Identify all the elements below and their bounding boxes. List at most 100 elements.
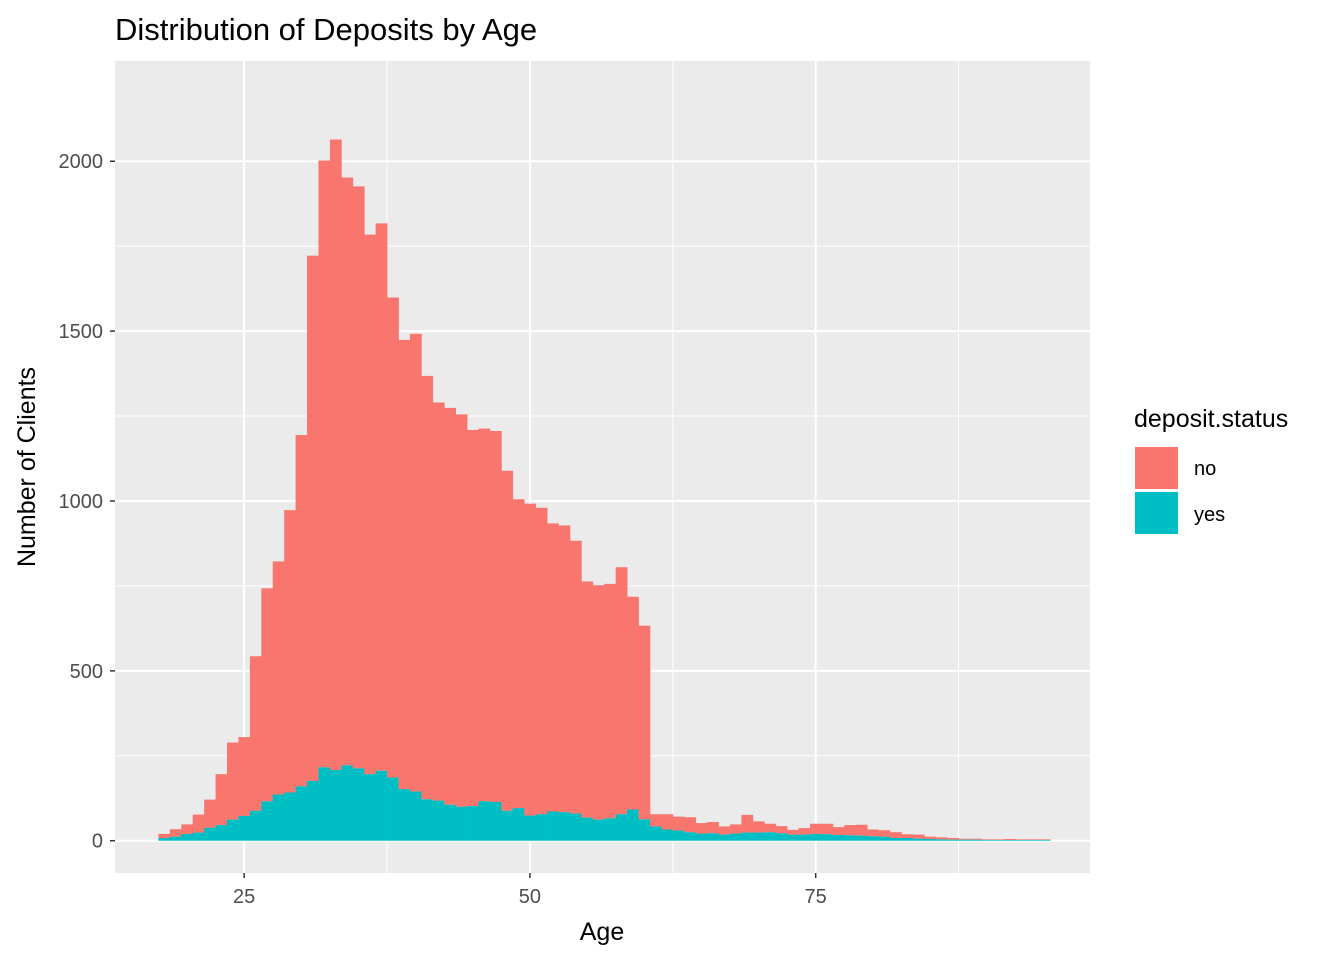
- bar-no-age-43: [444, 407, 457, 805]
- bar-yes-age-74: [798, 834, 811, 841]
- bar-yes-age-34: [341, 765, 354, 841]
- bar-yes-age-61: [649, 826, 662, 841]
- bar-no-age-25: [238, 737, 251, 816]
- x-axis-title: Age: [580, 918, 624, 946]
- bar-no-age-32: [318, 160, 331, 768]
- bar-yes-age-84: [912, 838, 925, 841]
- bar-no-age-18: [158, 833, 171, 839]
- bar-yes-age-31: [307, 780, 319, 841]
- bar-yes-age-53: [558, 812, 571, 841]
- bar-yes-age-22: [204, 827, 216, 841]
- bar-yes-age-70: [752, 832, 765, 841]
- bar-yes-age-71: [764, 832, 777, 841]
- bar-no-age-46: [478, 428, 491, 802]
- bar-no-age-78: [844, 825, 857, 836]
- bar-yes-age-23: [215, 825, 228, 841]
- bar-yes-age-81: [878, 836, 891, 841]
- bar-no-age-95: [1038, 839, 1051, 841]
- bar-no-age-81: [878, 830, 891, 837]
- bar-no-age-85: [924, 836, 937, 840]
- bar-yes-age-60: [638, 819, 651, 841]
- bar-no-age-75: [809, 823, 822, 834]
- bar-no-age-22: [204, 799, 216, 828]
- y-axis: 0 500 1000 1500 2000: [59, 151, 115, 853]
- bar-yes-age-39: [398, 789, 411, 841]
- bar-no-age-63: [672, 816, 685, 831]
- bar-no-age-27: [261, 588, 274, 802]
- bar-yes-age-21: [192, 832, 205, 841]
- bar-yes-age-64: [684, 832, 697, 841]
- bar-no-age-34: [341, 177, 354, 766]
- bar-no-age-44: [455, 414, 468, 807]
- bar-yes-age-46: [478, 801, 491, 841]
- bar-yes-age-57: [604, 818, 617, 841]
- bar-yes-age-73: [787, 834, 799, 841]
- bar-no-age-93: [1015, 839, 1028, 841]
- bar-yes-age-58: [615, 814, 628, 841]
- bar-yes-age-94: [1027, 840, 1039, 841]
- bar-yes-age-35: [352, 768, 365, 841]
- bar-no-age-68: [729, 824, 742, 834]
- bar-yes-age-62: [661, 829, 674, 841]
- bar-yes-age-51: [535, 814, 548, 841]
- bar-no-age-65: [695, 823, 708, 834]
- bar-yes-age-67: [718, 834, 731, 841]
- bar-yes-age-33: [329, 770, 342, 841]
- bar-no-age-29: [284, 510, 296, 793]
- bar-no-age-26: [249, 656, 262, 811]
- bar-yes-age-92: [1004, 840, 1017, 841]
- bar-no-age-49: [512, 499, 525, 809]
- bar-no-age-66: [707, 822, 719, 834]
- bar-yes-age-63: [672, 830, 685, 841]
- legend-swatch-no: [1133, 445, 1180, 491]
- bar-no-age-40: [409, 333, 422, 792]
- bar-no-age-45: [467, 429, 479, 807]
- bar-yes-age-18: [158, 838, 171, 841]
- bar-yes-age-52: [547, 811, 559, 841]
- bar-yes-age-66: [707, 833, 719, 841]
- bar-yes-age-87: [947, 839, 959, 841]
- bar-yes-age-85: [924, 839, 937, 841]
- bar-no-age-47: [489, 430, 502, 802]
- bar-no-age-82: [889, 832, 902, 839]
- bar-no-age-90: [981, 839, 994, 841]
- legend-label-no: no: [1194, 458, 1216, 480]
- bar-no-age-79: [855, 824, 868, 836]
- bar-yes-age-72: [775, 833, 788, 841]
- y-tick-label: 1500: [59, 321, 104, 343]
- bar-no-age-35: [352, 186, 365, 769]
- bar-no-age-69: [741, 814, 754, 833]
- bar-no-age-42: [432, 402, 445, 801]
- bar-no-age-48: [501, 470, 514, 811]
- bar-no-age-21: [192, 814, 205, 833]
- bar-no-age-57: [604, 583, 617, 819]
- legend-label-yes: yes: [1194, 504, 1225, 526]
- bar-no-age-55: [581, 581, 594, 818]
- bar-yes-age-75: [809, 833, 822, 841]
- bar-yes-age-56: [592, 819, 605, 841]
- x-axis: 25 50 75: [233, 873, 827, 908]
- bar-no-age-86: [935, 837, 948, 840]
- bar-yes-age-24: [227, 819, 239, 841]
- chart-title: Distribution of Deposits by Age: [115, 12, 537, 47]
- bar-yes-age-68: [729, 833, 742, 841]
- bar-yes-age-76: [821, 834, 834, 841]
- bar-no-age-76: [821, 823, 834, 835]
- bar-yes-age-86: [935, 839, 948, 841]
- bar-yes-age-27: [261, 801, 274, 841]
- bar-no-age-50: [524, 503, 537, 816]
- bar-no-age-38: [387, 297, 399, 778]
- bar-no-age-83: [901, 834, 914, 839]
- bar-no-age-88: [958, 838, 971, 840]
- legend-title: deposit.status: [1134, 405, 1288, 433]
- bar-yes-age-89: [969, 839, 982, 841]
- x-tick-label: 25: [233, 886, 255, 908]
- bar-no-age-58: [615, 567, 628, 815]
- bar-no-age-77: [832, 827, 845, 835]
- bar-yes-age-95: [1038, 840, 1051, 841]
- bar-no-age-62: [661, 814, 674, 830]
- bar-yes-age-90: [981, 840, 994, 841]
- bar-yes-age-55: [581, 817, 594, 841]
- bar-yes-age-30: [295, 786, 308, 841]
- bar-yes-age-38: [387, 777, 399, 841]
